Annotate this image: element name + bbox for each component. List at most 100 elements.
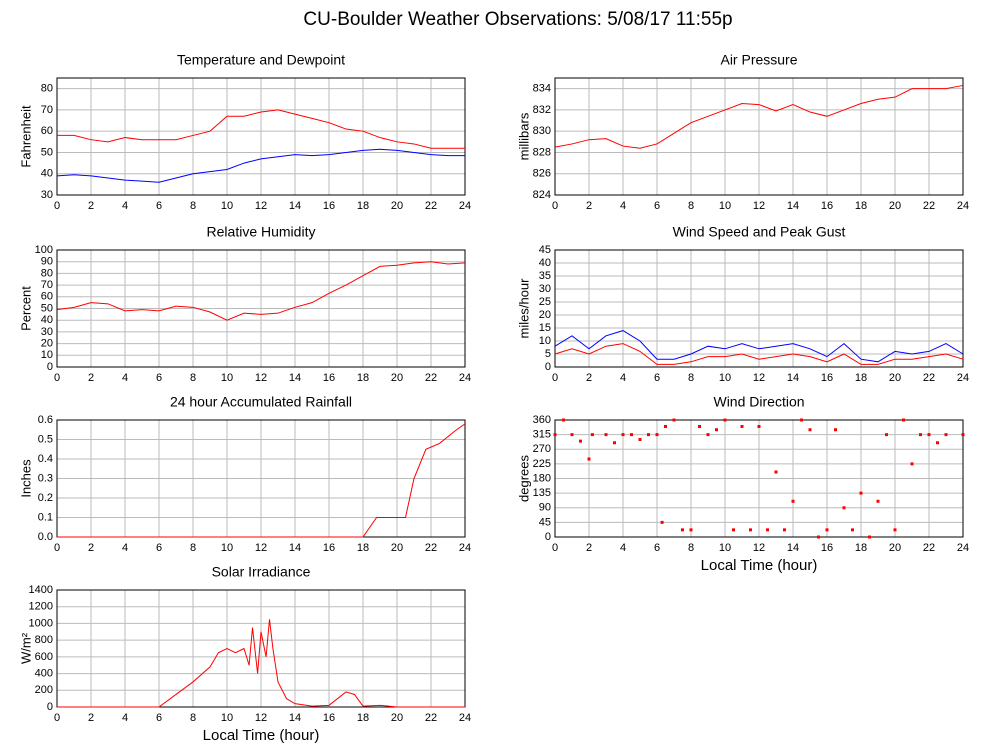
- x-tick-label: 20: [391, 542, 403, 554]
- y-tick-label: 400: [35, 667, 53, 679]
- x-tick-label: 14: [289, 542, 301, 554]
- x-tick-label: 0: [54, 542, 60, 554]
- x-tick-label: 14: [289, 200, 301, 212]
- x-tick-label: 16: [323, 200, 335, 212]
- y-tick-label: 1200: [29, 601, 53, 613]
- x-tick-label: 14: [787, 542, 799, 554]
- x-tick-label: 18: [357, 372, 369, 384]
- x-tick-label: 12: [255, 372, 267, 384]
- y-tick-label: 800: [35, 634, 53, 646]
- y-tick-label: 225: [533, 458, 551, 470]
- page-title: CU-Boulder Weather Observations: 5/08/17…: [303, 9, 732, 30]
- y-tick-label: 50: [41, 146, 53, 158]
- x-tick-label: 24: [957, 542, 969, 554]
- y-tick-label: 1000: [29, 617, 53, 629]
- x-tick-label: 10: [221, 712, 233, 724]
- data-point: [590, 433, 594, 437]
- y-tick-label: 0.1: [38, 511, 53, 523]
- y-tick-label: 35: [539, 270, 551, 282]
- x-tick-label: 10: [719, 542, 731, 554]
- y-tick-label: 90: [41, 256, 53, 268]
- y-tick-label: 830: [533, 125, 551, 137]
- data-point: [961, 433, 965, 437]
- x-tick-label: 4: [620, 542, 626, 554]
- y-tick-label: 25: [539, 296, 551, 308]
- data-point: [851, 528, 854, 532]
- x-tick-label: 6: [654, 200, 660, 212]
- data-point: [562, 418, 565, 422]
- x-tick-label: 22: [425, 712, 437, 724]
- x-tick-label: 2: [586, 200, 592, 212]
- data-point: [927, 433, 931, 437]
- y-tick-label: 5: [545, 348, 551, 360]
- plot-border: [56, 249, 466, 368]
- data-line: [554, 343, 964, 365]
- y-tick-label: 0.5: [38, 433, 53, 445]
- x-tick-label: 0: [552, 372, 558, 384]
- y-tick-label: 0: [47, 701, 53, 713]
- plot-border: [554, 249, 964, 368]
- data-point: [732, 528, 735, 532]
- y-tick-label: 100: [35, 244, 53, 256]
- data-point: [791, 499, 795, 503]
- y-tick-label: 0.3: [38, 472, 53, 484]
- chart-title: Temperature and Dewpoint: [177, 52, 345, 68]
- x-tick-label: 16: [323, 712, 335, 724]
- y-tick-label: 60: [41, 291, 53, 303]
- x-tick-label: 20: [391, 712, 403, 724]
- y-tick-label: 15: [539, 322, 551, 334]
- x-tick-label: 22: [425, 200, 437, 212]
- x-tick-label: 12: [255, 542, 267, 554]
- y-tick-label: 832: [533, 104, 551, 116]
- x-tick-label: 24: [957, 200, 969, 212]
- x-tick-label: 2: [88, 372, 94, 384]
- data-point: [834, 428, 837, 432]
- y-tick-label: 834: [533, 83, 551, 95]
- y-tick-label: 90: [539, 502, 551, 514]
- y-tick-label: 70: [41, 104, 53, 116]
- data-point: [672, 418, 676, 422]
- data-line: [554, 330, 964, 363]
- x-tick-label: 24: [957, 372, 969, 384]
- x-tick-label: 0: [552, 542, 558, 554]
- data-point: [613, 441, 616, 445]
- x-tick-label: 16: [821, 372, 833, 384]
- x-axis-label: Local Time (hour): [203, 727, 320, 744]
- data-point: [587, 457, 591, 461]
- x-tick-label: 8: [190, 200, 196, 212]
- data-point: [800, 418, 803, 422]
- y-axis-label: Inches: [18, 459, 33, 498]
- x-tick-label: 14: [787, 200, 799, 212]
- x-tick-label: 0: [54, 200, 60, 212]
- y-tick-label: 80: [41, 83, 53, 95]
- data-point: [579, 439, 582, 443]
- data-point: [638, 438, 642, 441]
- data-point: [621, 433, 625, 437]
- x-tick-label: 6: [156, 542, 162, 554]
- y-tick-label: 30: [41, 326, 53, 338]
- y-tick-label: 70: [41, 279, 53, 291]
- chart-title: Wind Direction: [713, 394, 804, 410]
- data-point: [868, 535, 871, 539]
- y-tick-label: 20: [539, 309, 551, 321]
- x-tick-label: 10: [719, 200, 731, 212]
- y-axis-label: W/m²: [18, 632, 33, 664]
- x-tick-label: 12: [753, 542, 765, 554]
- x-tick-label: 20: [889, 372, 901, 384]
- data-point: [570, 433, 574, 437]
- x-tick-label: 4: [122, 372, 128, 384]
- data-point: [681, 528, 684, 532]
- x-tick-label: 22: [425, 372, 437, 384]
- chart-title: Solar Irradiance: [212, 564, 311, 580]
- x-tick-label: 12: [753, 200, 765, 212]
- x-tick-label: 22: [425, 542, 437, 554]
- x-tick-label: 2: [586, 542, 592, 554]
- x-tick-label: 18: [357, 542, 369, 554]
- data-line: [56, 261, 466, 321]
- data-point: [825, 528, 829, 532]
- data-point: [706, 433, 710, 437]
- data-point: [698, 425, 701, 428]
- plot-border: [56, 77, 466, 196]
- y-tick-label: 50: [41, 302, 53, 314]
- data-point: [723, 418, 727, 422]
